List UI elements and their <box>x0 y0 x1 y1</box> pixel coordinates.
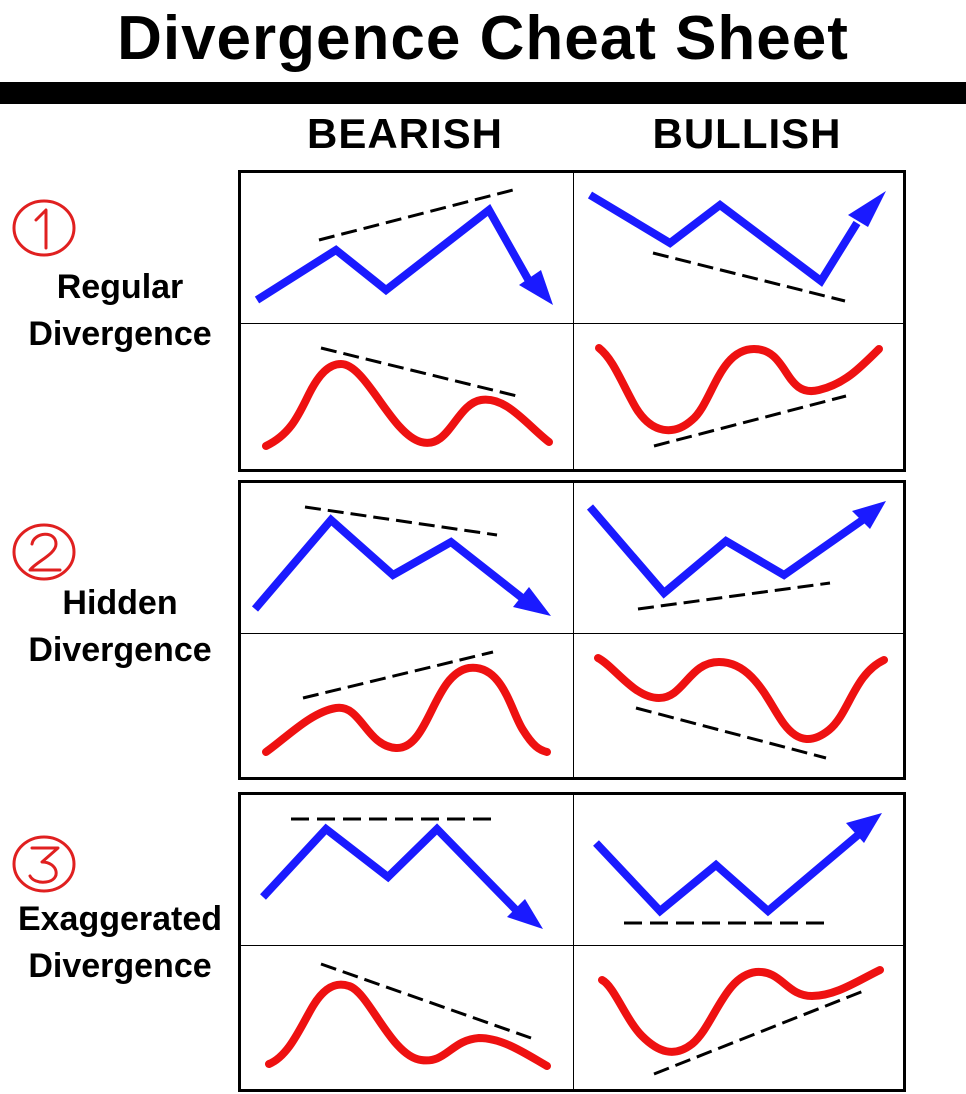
exaggerated-bullish-indicator-panel <box>574 946 906 1092</box>
regular-bullish-price-panel <box>574 173 906 323</box>
down-arrow-icon <box>507 899 543 929</box>
row-label-hidden-2: Divergence <box>28 631 212 669</box>
number-2-icon <box>12 523 76 581</box>
page-title: Divergence Cheat Sheet <box>117 4 849 73</box>
price-line <box>254 203 533 304</box>
price-line <box>251 514 529 612</box>
trendline <box>320 962 532 1040</box>
hidden-bearish-indicator-panel <box>241 634 573 780</box>
trendline <box>653 394 847 448</box>
number-3-icon <box>12 835 76 893</box>
down-arrow-icon <box>519 270 553 305</box>
title-rule <box>0 82 966 104</box>
trendline <box>635 706 827 760</box>
column-header-bullish: BULLISH <box>652 110 842 157</box>
trendline <box>637 581 831 611</box>
section-regular-divergence <box>238 170 906 472</box>
row-label-regular-1: Regular <box>56 268 184 306</box>
price-line <box>260 823 520 914</box>
up-arrow-icon <box>846 813 882 843</box>
regular-bullish-indicator-panel <box>574 324 906 472</box>
price-line <box>593 831 861 917</box>
exaggerated-bearish-indicator-panel <box>241 946 573 1092</box>
row-label-hidden-1: Hidden <box>62 584 178 622</box>
row-label-exaggerated-1: Exaggerated <box>17 900 223 938</box>
hidden-bullish-indicator-panel <box>574 634 906 780</box>
trendline <box>320 346 518 398</box>
indicator-line <box>265 980 551 1070</box>
up-arrow-icon <box>852 501 886 529</box>
trendline <box>318 188 514 242</box>
up-arrow-icon <box>848 191 886 227</box>
number-1-icon <box>12 199 76 257</box>
indicator-line <box>262 663 551 756</box>
price-line <box>587 191 861 287</box>
indicator-line <box>598 966 884 1056</box>
regular-bearish-indicator-panel <box>241 324 573 472</box>
indicator-line <box>595 344 883 435</box>
regular-bearish-price-panel <box>241 173 573 323</box>
row-label-exaggerated-2: Divergence <box>28 947 212 985</box>
row-label-regular-2: Divergence <box>28 315 212 353</box>
trendline <box>653 988 867 1076</box>
trendline <box>304 505 498 537</box>
exaggerated-bearish-price-panel <box>241 795 573 945</box>
price-line <box>586 504 867 599</box>
section-hidden-divergence <box>238 480 906 780</box>
section-exaggerated-divergence <box>238 792 906 1092</box>
down-arrow-icon <box>513 587 551 616</box>
indicator-line <box>262 359 553 450</box>
hidden-bearish-price-panel <box>241 483 573 633</box>
exaggerated-bullish-price-panel <box>574 795 906 945</box>
indicator-line <box>594 654 888 743</box>
trendline <box>652 251 846 303</box>
column-header-bearish: BEARISH <box>306 110 504 157</box>
hidden-bullish-price-panel <box>574 483 906 633</box>
trendline <box>302 650 494 700</box>
